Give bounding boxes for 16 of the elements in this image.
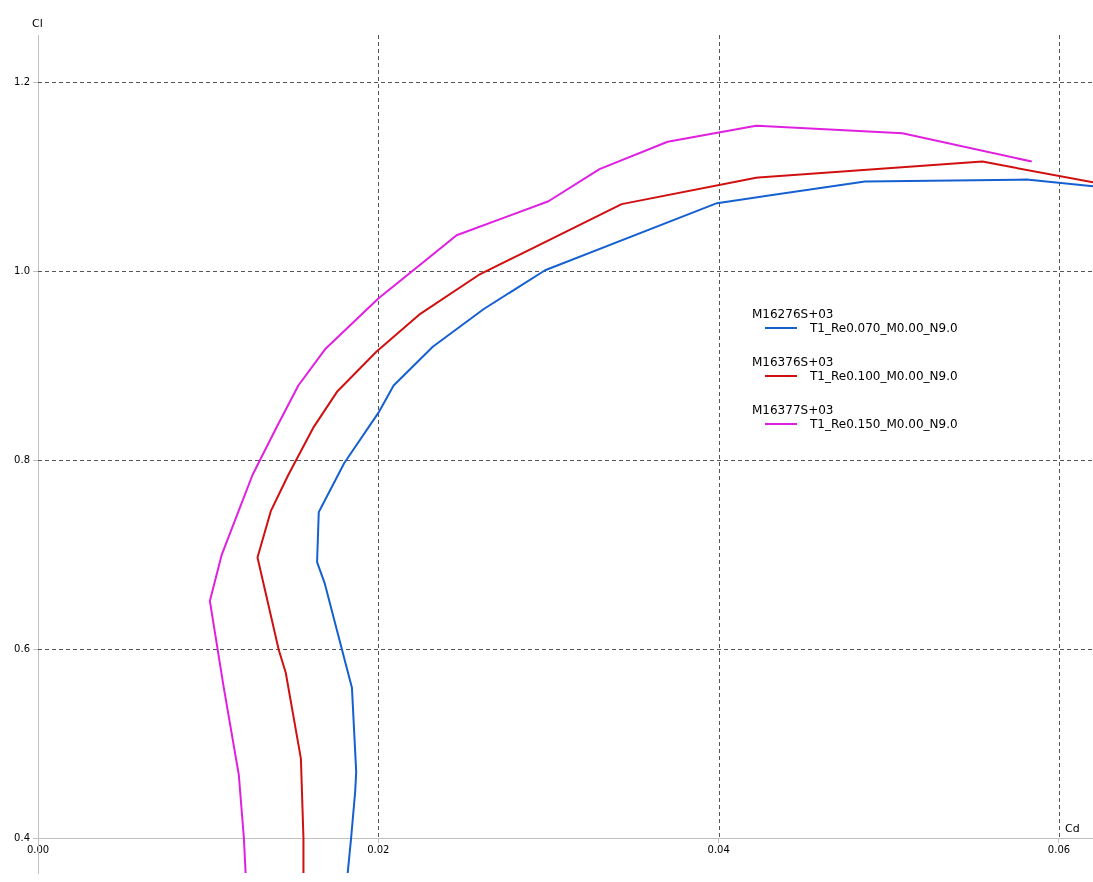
- annotation: M16377S+03: [752, 403, 834, 417]
- x-axis-title: Cd: [1064, 822, 1080, 836]
- y-axis-title: Cl: [32, 17, 43, 30]
- legend-label: T1_Re0.100_M0.00_N9.0: [809, 369, 958, 383]
- annotation: M16276S+03: [752, 307, 834, 321]
- annotation: M16376S+03: [752, 355, 834, 369]
- y-tick-label: 1.2: [14, 75, 30, 87]
- legend-label: T1_Re0.070_M0.00_N9.0: [809, 321, 958, 335]
- legend-label: T1_Re0.150_M0.00_N9.0: [809, 417, 958, 431]
- y-tick-label: 0.6: [14, 642, 30, 654]
- y-tick-label: 0.4: [14, 831, 30, 843]
- x-tick-label: 0.04: [707, 843, 730, 855]
- y-tick-label: 0.8: [14, 453, 30, 465]
- x-tick-label: 0.02: [367, 843, 390, 855]
- x-tick-label: 0.06: [1047, 843, 1071, 855]
- y-tick-label: 1.0: [14, 264, 30, 276]
